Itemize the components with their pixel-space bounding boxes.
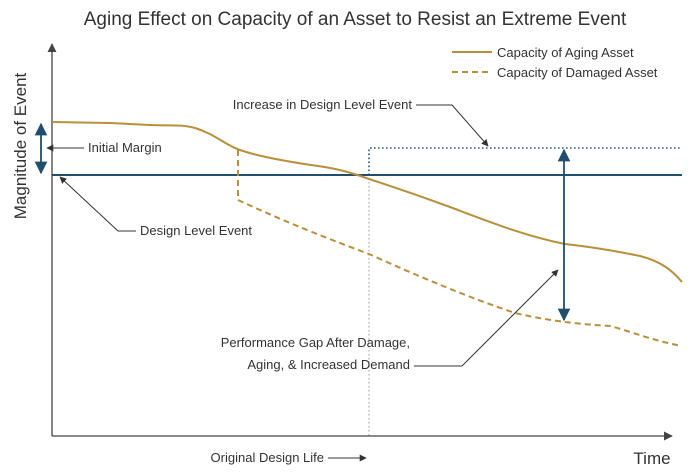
legend-damaged-label: Capacity of Damaged Asset	[497, 65, 658, 80]
increased-design-level-line	[368, 147, 682, 175]
performance-gap-label-line1: Performance Gap After Damage,	[221, 335, 410, 350]
design-level-event-label: Design Level Event	[140, 223, 252, 238]
initial-margin-label: Initial Margin	[88, 140, 162, 155]
original-design-life-label: Original Design Life	[211, 450, 324, 465]
diagram-title: Aging Effect on Capacity of an Asset to …	[84, 9, 627, 30]
legend-aging-label: Capacity of Aging Asset	[497, 45, 634, 60]
x-axis-label: Time	[633, 449, 670, 468]
damaged-capacity-curve	[237, 150, 683, 347]
increase-design-level-label: Increase in Design Level Event	[233, 97, 413, 112]
design-level-event-leader	[59, 176, 136, 232]
increase-design-level-leader	[416, 104, 489, 147]
performance-gap-label-line2: Aging, & Increased Demand	[247, 357, 410, 372]
y-axis-label: Magnitude of Event	[11, 72, 30, 219]
performance-gap-leader	[414, 269, 559, 367]
aging-capacity-curve	[51, 121, 683, 283]
